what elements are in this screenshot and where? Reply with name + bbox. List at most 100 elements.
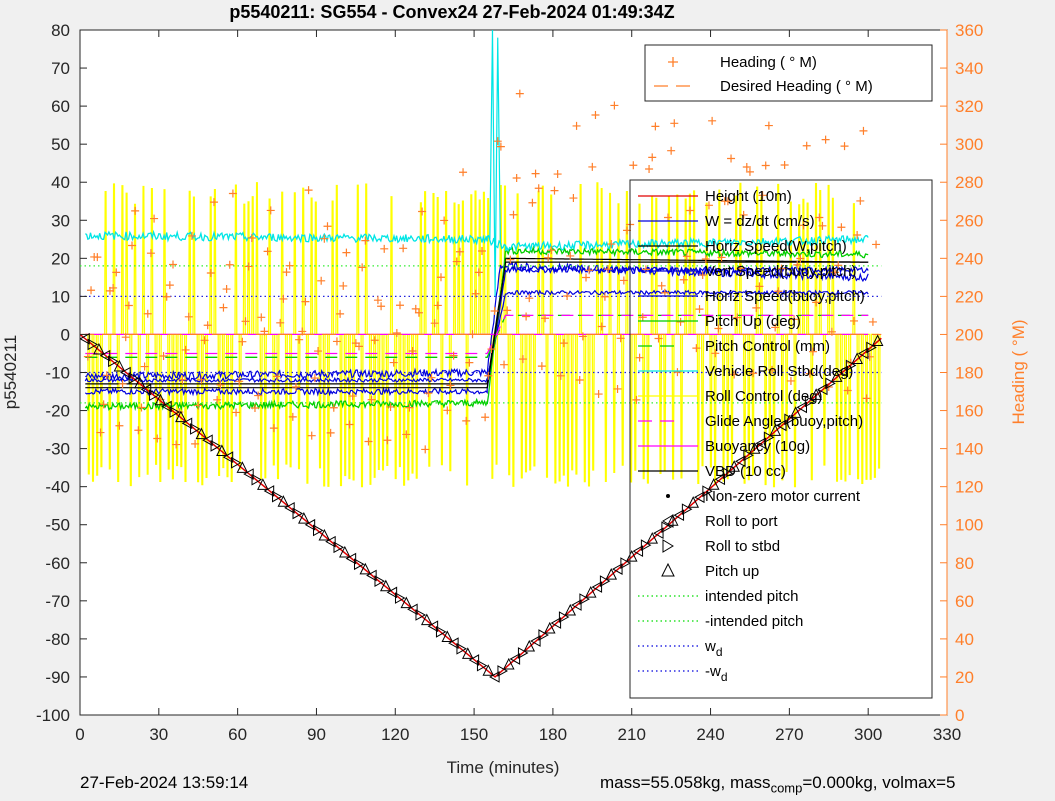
motor-marker xyxy=(728,460,740,472)
motor-marker xyxy=(441,630,454,642)
heading-marker xyxy=(556,371,565,380)
chart-title: p5540211: SG554 - Convex24 27-Feb-2024 0… xyxy=(229,2,674,22)
heading-marker xyxy=(865,352,874,361)
heading-marker xyxy=(553,170,562,179)
legend-main-label: Buoyancy (10g) xyxy=(705,438,810,455)
footer-mass-suffix: =0.000kg, volmax=5 xyxy=(802,773,956,792)
y-right-tick-label: 140 xyxy=(955,440,983,459)
heading-marker xyxy=(518,355,527,364)
heading-marker xyxy=(279,294,288,303)
y-axis-label: p5540211 xyxy=(1,335,20,409)
heading-marker xyxy=(667,146,676,155)
heading-marker xyxy=(575,376,584,385)
motor-marker xyxy=(210,440,222,452)
motor-marker xyxy=(476,659,488,672)
motor-marker xyxy=(866,341,877,354)
heading-marker xyxy=(326,428,335,437)
heading-marker xyxy=(162,292,171,301)
heading-marker xyxy=(481,413,490,422)
motor-marker xyxy=(318,528,331,541)
heading-marker xyxy=(244,262,253,271)
heading-marker xyxy=(619,276,628,285)
heading-marker xyxy=(531,169,540,178)
heading-marker xyxy=(670,119,679,128)
y-right-tick-label: 320 xyxy=(955,97,983,116)
x-axis-label: Time (minutes) xyxy=(447,758,560,777)
heading-marker xyxy=(150,214,159,223)
heading-marker xyxy=(862,394,871,403)
motor-marker xyxy=(702,485,713,498)
motor-marker xyxy=(120,366,131,379)
heading-marker xyxy=(701,254,710,263)
motor-marker xyxy=(169,406,181,418)
heading-marker xyxy=(314,347,323,356)
heading-marker xyxy=(723,197,732,206)
heading-marker xyxy=(421,445,430,454)
motor-marker xyxy=(461,647,474,659)
series-horiz-speed-buoy-pitch- xyxy=(84,289,869,384)
y-tick-label: -50 xyxy=(45,516,70,535)
legend-swatch xyxy=(661,562,675,577)
series-horiz-speed-w-pitch- xyxy=(85,257,869,385)
y-tick-label: -100 xyxy=(36,706,70,725)
heading-marker xyxy=(509,210,518,219)
heading-marker xyxy=(695,305,704,314)
legend-main-label: Roll to port xyxy=(705,513,778,530)
legend-swatch xyxy=(666,494,670,498)
heading-marker xyxy=(493,137,502,146)
heading-marker xyxy=(752,303,761,312)
motor-marker xyxy=(339,545,351,558)
legend-main: Height (10m) W = dz/dt (cm/s) Horiz Speed(… xyxy=(629,179,933,699)
heading-marker xyxy=(600,292,609,301)
y-tick-label: 30 xyxy=(51,211,70,230)
heading-marker xyxy=(165,281,174,290)
motor-marker xyxy=(298,512,310,524)
heading-marker xyxy=(146,249,155,258)
footer-mass: mass=55.058kg, masscomp=0.000kg, volmax=… xyxy=(600,773,955,795)
heading-marker xyxy=(427,373,436,382)
motor-marker xyxy=(789,406,802,418)
heading-marker xyxy=(610,101,619,110)
motor-marker xyxy=(579,593,590,605)
heading-marker xyxy=(228,189,237,198)
heading-marker xyxy=(843,386,852,395)
motor-marker xyxy=(80,332,90,345)
y-tick-label: -20 xyxy=(45,402,70,421)
heading-marker xyxy=(717,253,726,262)
heading-marker xyxy=(537,362,546,371)
x-tick-label: 300 xyxy=(854,725,882,744)
heading-marker xyxy=(102,371,111,380)
x-tick-label: 210 xyxy=(618,725,646,744)
legend-swatch xyxy=(668,57,678,67)
heading-marker xyxy=(348,392,357,401)
heading-marker xyxy=(452,257,461,266)
heading-marker xyxy=(872,240,881,249)
motor-marker xyxy=(134,376,146,389)
heading-marker xyxy=(799,221,808,230)
y-right-tick-label: 220 xyxy=(955,287,983,306)
motor-marker xyxy=(748,442,761,454)
x-tick-label: 240 xyxy=(696,725,724,744)
legend-main-label: intended pitch xyxy=(705,588,798,605)
heading-marker xyxy=(342,248,351,257)
heading-marker xyxy=(821,135,830,144)
motor-marker xyxy=(612,563,623,575)
motor-marker xyxy=(734,455,746,468)
heading-marker xyxy=(339,281,348,290)
motor-marker xyxy=(277,495,290,507)
motor-marker xyxy=(243,468,254,480)
legend-main-label: Roll to stbd xyxy=(705,538,780,555)
motor-marker xyxy=(851,352,863,364)
motor-marker xyxy=(154,393,167,406)
heading-marker xyxy=(484,371,493,380)
heading-marker xyxy=(169,260,178,269)
heading-marker xyxy=(714,324,723,333)
heading-marker xyxy=(288,412,297,421)
heading-marker xyxy=(345,420,354,429)
legend-main-label: Glide Angle (buoy,pitch) xyxy=(705,413,863,430)
heading-marker xyxy=(295,335,304,344)
y-tick-label: -80 xyxy=(45,630,70,649)
motor-marker xyxy=(190,423,201,435)
heading-marker xyxy=(383,436,392,445)
heading-marker xyxy=(868,317,877,326)
